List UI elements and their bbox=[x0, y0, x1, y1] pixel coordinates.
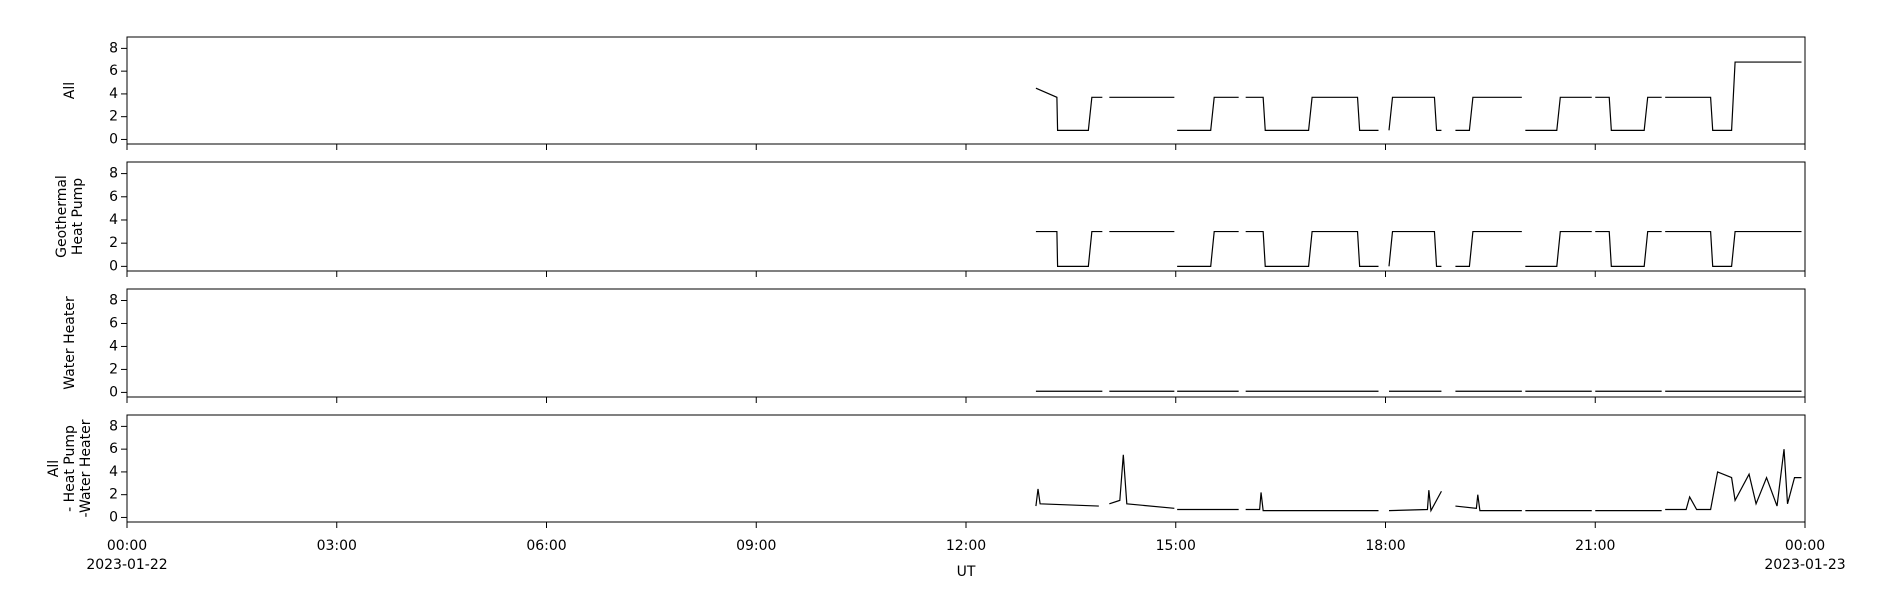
y-tick-label: 2 bbox=[109, 487, 118, 503]
y-tick-label: 8 bbox=[109, 292, 118, 308]
x-tick-label: 03:00 bbox=[317, 538, 357, 554]
date-label: 2023-01-23 bbox=[1764, 557, 1845, 573]
x-tick-label: 06:00 bbox=[526, 538, 566, 554]
y-axis-label: - Heat Pump bbox=[62, 425, 78, 512]
x-tick-label: 12:00 bbox=[946, 538, 986, 554]
y-tick-label: 6 bbox=[109, 63, 118, 79]
y-tick-label: 0 bbox=[109, 509, 118, 525]
x-tick-label: 00:00 bbox=[1785, 538, 1825, 554]
x-tick-label: 09:00 bbox=[736, 538, 776, 554]
y-tick-label: 6 bbox=[109, 441, 118, 457]
y-tick-label: 8 bbox=[109, 418, 118, 434]
data-line bbox=[1035, 449, 1802, 513]
y-tick-label: 2 bbox=[109, 235, 118, 251]
x-tick-label: 21:00 bbox=[1575, 538, 1615, 554]
panel-frame bbox=[126, 288, 1806, 398]
y-tick-label: 6 bbox=[109, 189, 118, 205]
panel-frame bbox=[126, 161, 1806, 272]
data-line bbox=[1035, 61, 1802, 131]
panel-frame bbox=[126, 414, 1806, 523]
y-tick-label: 4 bbox=[109, 212, 118, 228]
data-line bbox=[1035, 230, 1802, 267]
x-tick-label: 00:00 bbox=[107, 538, 147, 554]
panel-frame bbox=[126, 36, 1806, 145]
y-tick-label: 8 bbox=[109, 40, 118, 56]
y-tick-label: 2 bbox=[109, 109, 118, 125]
y-tick-label: 0 bbox=[109, 384, 118, 400]
y-axis-label: Geothermal bbox=[54, 175, 70, 258]
y-tick-label: 2 bbox=[109, 361, 118, 377]
y-tick-label: 8 bbox=[109, 166, 118, 182]
y-axis-label: Water Heater bbox=[62, 296, 78, 390]
y-axis-label: Heat Pump bbox=[70, 178, 86, 255]
y-tick-label: 4 bbox=[109, 464, 118, 480]
y-axis-label: All bbox=[46, 460, 62, 477]
x-tick-label: 15:00 bbox=[1156, 538, 1196, 554]
y-tick-label: 0 bbox=[109, 131, 118, 147]
x-axis-label: UT bbox=[957, 564, 976, 580]
y-tick-label: 0 bbox=[109, 258, 118, 274]
y-tick-label: 6 bbox=[109, 315, 118, 331]
y-tick-label: 4 bbox=[109, 86, 118, 102]
x-tick-label: 18:00 bbox=[1365, 538, 1405, 554]
date-label: 2023-01-22 bbox=[86, 557, 167, 573]
y-tick-label: 4 bbox=[109, 338, 118, 354]
y-axis-label: All bbox=[62, 82, 78, 99]
y-axis-label: -Water Heater bbox=[78, 419, 94, 517]
